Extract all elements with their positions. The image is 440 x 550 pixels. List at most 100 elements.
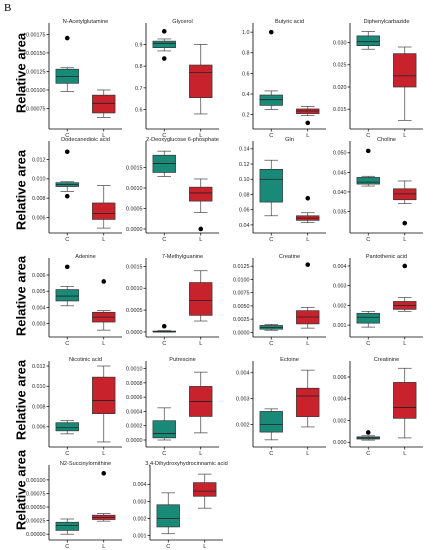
outlier-point <box>161 323 167 329</box>
y-tick-label: 0.006 <box>32 425 46 431</box>
boxplot-panel: Ectoine 0.004 0.003 0.002 C L <box>236 357 326 457</box>
x-tick-label: L <box>403 451 406 457</box>
y-tick-label: 0.12 <box>239 162 250 168</box>
boxplot-panel: N-Acetylglutamine 0.00175 0.00150 0.00125 0.… <box>26 19 122 139</box>
x-tick-label: L <box>403 341 406 347</box>
box-C <box>55 422 79 432</box>
boxplot-panel: 3,4-Dihydroxyhydrocinnamic acid 0.004 0.00… <box>133 461 228 550</box>
y-tick-label: 0.003 <box>333 284 347 290</box>
boxplot-panel: Creatinine 0.006 0.004 0.002 0.000 C L <box>333 357 423 457</box>
boxplot-panel: Choline 0.050 0.045 0.040 0.035 C L <box>333 137 423 243</box>
y-tick-label: 0.003 <box>133 499 147 505</box>
panel-title: Choline <box>377 137 396 143</box>
box-L <box>92 202 116 220</box>
boxplot-panel: Butyric acid 1.0 0.8 0.6 0.4 0.2 C L <box>242 19 326 139</box>
y-tick-label: 0.0004 <box>126 409 143 415</box>
x-tick-label: C <box>269 237 273 243</box>
box-L <box>189 186 213 202</box>
y-tick-label: 0.004 <box>333 264 347 270</box>
y-tick-label: 0.004 <box>32 305 46 311</box>
x-tick-label: L <box>199 451 202 457</box>
box-C <box>356 35 380 47</box>
y-tick-label: 0.008 <box>32 196 46 202</box>
y-tick-label: 0.030 <box>333 40 347 46</box>
y-tick-label: 0.040 <box>333 190 347 196</box>
y-tick-label: 0.8 <box>135 64 143 70</box>
panel-title: Dodecanedioic acid <box>61 137 110 143</box>
y-tick-label: 0.4 <box>242 92 250 98</box>
x-tick-label: L <box>102 341 105 347</box>
panel-title: Ectoine <box>280 357 299 363</box>
y-tick-label: 0.0100 <box>233 277 250 283</box>
x-tick-label: C <box>166 544 170 550</box>
x-tick-label: L <box>306 451 309 457</box>
y-tick-label: 0.0015 <box>126 165 143 171</box>
y-tick-label: 0.00075 <box>26 106 46 112</box>
figure-panel-letter: B <box>4 2 12 14</box>
y-tick-label: 0.0006 <box>126 395 143 401</box>
box-L <box>193 482 217 497</box>
x-tick-label: C <box>269 133 273 139</box>
y-tick-label: 0.010 <box>32 177 46 183</box>
y-tick-label: 0.08 <box>239 192 250 198</box>
boxplot-panel: 7-Methylguanine 0.0015 0.0010 0.0005 0.0000 C… <box>126 254 219 347</box>
y-tick-label: 0.000 <box>333 440 347 446</box>
outlier-point <box>64 193 70 199</box>
y-tick-label: 0.003 <box>32 322 46 328</box>
y-tick-label: 0.00100 <box>26 478 46 484</box>
outlier-point <box>305 120 311 126</box>
x-tick-label: C <box>65 544 69 550</box>
y-tick-label: 0.6 <box>242 71 250 77</box>
panel-title: Creatinine <box>374 357 400 363</box>
y-tick-label: 0.0000 <box>126 227 143 233</box>
x-tick-label: L <box>306 341 309 347</box>
y-tick-label: 0.14 <box>239 147 250 153</box>
boxplot-panel: Nicotinic acid 0.012 0.010 0.008 0.006 C L <box>32 357 122 457</box>
y-tick-label: 0.00125 <box>26 69 46 75</box>
y-tick-label: 0.00050 <box>26 505 46 511</box>
y-tick-label: 0.6 <box>135 108 143 114</box>
y-tick-label: 0.002 <box>333 418 347 424</box>
y-tick-label: 0.0002 <box>126 424 143 430</box>
y-tick-label: 0.0005 <box>126 206 143 212</box>
y-tick-label: 1.0 <box>242 30 250 36</box>
panel-title: Creatine <box>279 254 300 260</box>
x-tick-label: L <box>403 237 406 243</box>
x-tick-label: L <box>102 451 105 457</box>
y-tick-label: 0.00025 <box>26 519 46 525</box>
x-tick-label: C <box>366 133 370 139</box>
x-tick-label: L <box>306 237 309 243</box>
boxplot-panel: Gln 0.14 0.12 0.10 0.08 0.06 0.04 C L <box>239 137 326 243</box>
boxplot-panel: Diphenylcarbazide 0.030 0.025 0.020 0.015 C L <box>333 19 423 139</box>
box-C <box>156 504 180 528</box>
x-tick-label: L <box>306 133 309 139</box>
x-tick-label: C <box>269 451 273 457</box>
x-tick-label: C <box>366 341 370 347</box>
y-tick-label: 0.0000 <box>126 438 143 444</box>
outlier-point <box>161 56 167 61</box>
box-L <box>189 64 213 99</box>
y-tick-label: 0.025 <box>333 63 347 69</box>
y-tick-label: 0.002 <box>133 516 147 522</box>
panel-title: Adenine <box>75 254 96 260</box>
y-tick-label: 0.010 <box>32 384 46 390</box>
x-tick-label: C <box>162 341 166 347</box>
outlier-point <box>402 263 408 269</box>
y-tick-label: 0.0010 <box>126 186 143 192</box>
box-C <box>55 521 79 531</box>
y-tick-label: 0.0050 <box>233 304 250 310</box>
box-L <box>393 53 417 88</box>
outlier-point <box>402 220 408 226</box>
boxplot-panel: Creatine 0.0125 0.0100 0.0075 0.0050 0.0025 0.… <box>233 254 326 347</box>
y-tick-label: 0.0075 <box>233 291 250 297</box>
y-tick-label: 0.008 <box>32 404 46 410</box>
y-tick-label: 0.001 <box>133 533 147 539</box>
panel-title: 2-Deoxyglucose 6-phosphate <box>146 137 219 143</box>
x-tick-label: C <box>65 341 69 347</box>
x-tick-label: C <box>65 451 69 457</box>
boxplot-panel: Glycerol 0.9 0.8 0.7 0.6 C L <box>135 19 219 139</box>
x-tick-label: C <box>366 237 370 243</box>
y-tick-label: 0.7 <box>135 86 143 92</box>
x-tick-label: C <box>65 237 69 243</box>
